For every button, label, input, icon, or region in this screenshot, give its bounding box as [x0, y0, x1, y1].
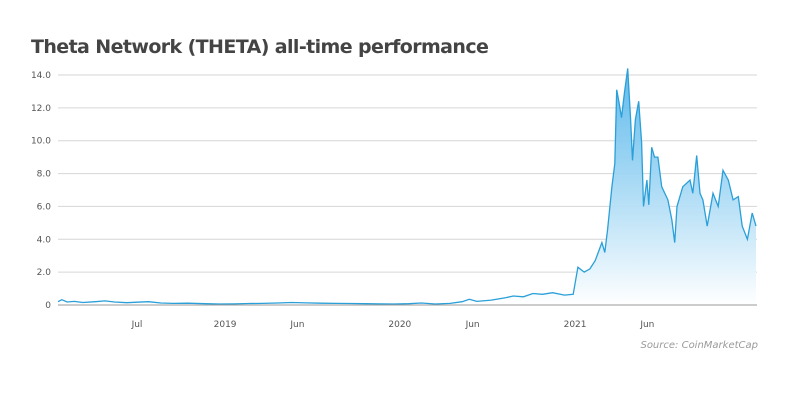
y-tick-label: 12.0 [31, 104, 51, 114]
y-tick-label: 4.0 [37, 235, 52, 245]
x-tick-label: Jun [465, 320, 480, 330]
y-tick-label: 0 [45, 301, 51, 311]
y-tick-label: 10.0 [31, 137, 51, 147]
x-tick-label: 2019 [214, 320, 237, 330]
y-tick-label: 14.0 [31, 71, 51, 81]
price-line [57, 68, 757, 305]
source-note: Source: CoinMarketCap [640, 340, 758, 351]
x-tick-label: Jul [131, 320, 143, 330]
x-tick-label: 2021 [564, 320, 587, 330]
y-tick-label: 6.0 [37, 202, 52, 212]
x-tick-label: Jun [639, 320, 654, 330]
chart-title: Theta Network (THETA) all-time performan… [31, 36, 489, 58]
y-tick-label: 8.0 [37, 170, 52, 180]
y-tick-label: 2.0 [37, 268, 52, 278]
x-tick-label: 2020 [388, 320, 411, 330]
x-tick-label: Jun [289, 320, 304, 330]
price-area [58, 68, 756, 306]
